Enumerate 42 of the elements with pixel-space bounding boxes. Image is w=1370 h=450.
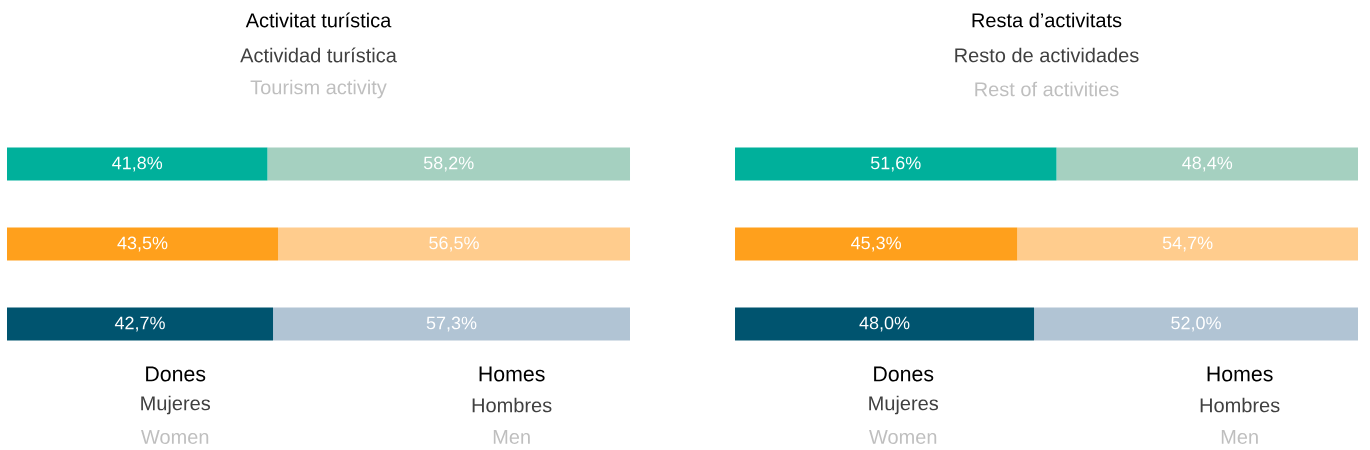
chart-title: Resta d’activitats	[972, 12, 1122, 28]
data-label: 41,8%	[112, 156, 163, 172]
bar	[7, 227, 279, 261]
text: Men	[493, 430, 530, 444]
data-label: 51,6%	[870, 156, 921, 172]
text: Rest of activities	[975, 81, 1119, 97]
chart-title: Activitat turística	[245, 12, 392, 28]
series-label: Homes	[479, 366, 545, 382]
bar	[1056, 147, 1359, 181]
data-label: 56,5%	[429, 236, 479, 252]
chart-subtitle: Resto de actividades	[955, 47, 1139, 63]
data-label: 52,0%	[1171, 316, 1221, 332]
bar	[7, 147, 268, 181]
data-label: 45,3%	[851, 236, 901, 252]
data-label: 54,7%	[1162, 236, 1213, 252]
bar	[735, 227, 1018, 261]
text: Hombres	[472, 397, 552, 413]
data-label: 43,5%	[117, 236, 168, 252]
bar	[273, 307, 631, 341]
text: Men	[1221, 430, 1258, 444]
bar	[735, 307, 1035, 341]
data-label: 48,0%	[859, 316, 910, 332]
bar	[278, 227, 631, 261]
text: Tourism activity	[250, 79, 387, 99]
data-label: 42,7%	[114, 316, 165, 332]
bar	[1034, 307, 1359, 341]
series-label: Dones	[874, 366, 934, 382]
series-label: Dones	[146, 366, 206, 382]
bar	[735, 147, 1057, 181]
text: Mujeres	[141, 395, 211, 415]
text: Women	[141, 430, 209, 444]
data-label: 57,3%	[426, 316, 477, 332]
text: Mujeres	[869, 395, 939, 415]
bar	[1017, 227, 1359, 261]
data-label: 48,4%	[1182, 156, 1233, 172]
text: Women	[869, 430, 937, 444]
bar	[267, 147, 631, 181]
bar	[7, 307, 274, 341]
text: Hombres	[1200, 397, 1280, 413]
data-label: 58,2%	[423, 156, 474, 172]
series-label: Homes	[1207, 366, 1273, 382]
chart-subtitle: Actividad turística	[240, 47, 397, 63]
